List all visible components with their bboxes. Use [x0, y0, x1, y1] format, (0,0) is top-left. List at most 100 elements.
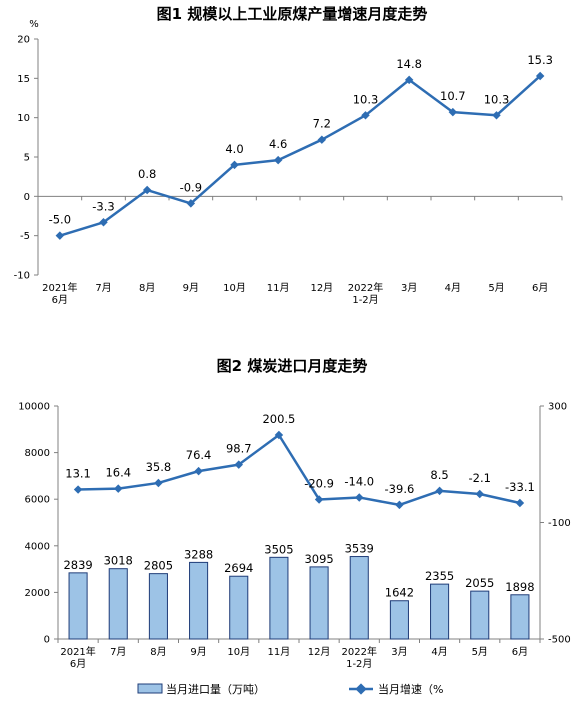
chart-1-x-tick-8: 3月 [401, 282, 417, 294]
chart-2-x-tick-9: 4月 [431, 646, 447, 658]
chart-2-bar-label-5: 3505 [264, 542, 293, 556]
chart-2-y-tick-4: 8000 [25, 448, 50, 459]
chart-2-line-label-9: 8.5 [430, 468, 448, 482]
chart-2-x-tick-11: 6月 [512, 646, 528, 658]
chart-2-x-ticks: 2021年 6月 7月 8月 9月 10月 11月 12月 2022年 1-2月 3月 4月 5月 6月 [60, 645, 528, 670]
chart-2-bar-label-8: 1642 [385, 586, 414, 600]
chart-1-point-0 [55, 231, 65, 240]
chart-1-axes [34, 38, 563, 276]
chart-1-data-label-5: 4.6 [269, 137, 287, 151]
chart-2-bar-label-0: 2839 [63, 558, 92, 572]
chart-1-x-ticks: 2021年 6月 7月 8月 9月 10月 11月 12月 2022年 1-2月 3月 4月 5月 6月 [42, 281, 548, 306]
chart-2-bar-9 [430, 583, 450, 640]
chart-1-x-tick-6: 12月 [310, 282, 333, 294]
legend-bar-label: 当月进口量（万吨） [166, 682, 265, 696]
chart-1-data-label-7: 10.3 [353, 92, 379, 106]
chart-1-point-8 [404, 75, 414, 85]
chart-1-x-tick-2: 8月 [139, 282, 155, 294]
chart-2-line-label-8: -39.6 [385, 482, 415, 496]
chart-1-x-tick-0: 2021年 6月 [42, 281, 77, 306]
chart-2-bar-label-11: 1898 [505, 580, 534, 594]
chart-1-y-tick-3: 5 [24, 153, 30, 164]
chart-1-x-tick-11: 6月 [532, 282, 548, 294]
chart-2-bar-11 [510, 594, 530, 640]
chart-2-line-label-0: 13.1 [65, 467, 91, 481]
chart-2-bar-label-2: 2805 [144, 559, 173, 573]
chart-1-point-6 [317, 135, 327, 144]
chart-2-x-tick-2: 8月 [150, 646, 166, 658]
chart-2-line-label-4: 98.7 [226, 442, 252, 456]
chart-1-series [55, 71, 545, 240]
chart-2-bar-8 [389, 600, 409, 640]
chart-1-y-tick-6: 20 [17, 35, 30, 46]
chart-2-line-label-11: -33.1 [505, 480, 535, 494]
chart-1-production-growth: 图1 规模以上工业原煤产量增速月度走势 % 2021年 6月 7月 8月 9月 10月 11… [14, 5, 563, 306]
chart-1-y-tick-4: 10 [17, 113, 30, 124]
chart-1-data-label-4: 4.0 [225, 142, 243, 156]
chart-1-x-tick-10: 5月 [488, 282, 504, 294]
chart-2-bar-label-1: 3018 [104, 554, 133, 568]
chart-1-x-tick-5: 11月 [267, 282, 290, 294]
chart-2-y-tick-3: 6000 [25, 495, 50, 506]
chart-2-y-tick-0: 0 [44, 635, 50, 646]
chart-1-data-label-3: -0.9 [180, 180, 202, 194]
chart-2-y-ticks: 0 2000 4000 6000 8000 10000 [18, 402, 50, 646]
chart-1-point-7 [361, 111, 370, 120]
chart-2-x-tick-6: 12月 [308, 646, 331, 658]
chart-2-point-1 [114, 484, 123, 493]
chart-1-data-label-8: 14.8 [396, 57, 422, 71]
chart-1-point-10 [492, 111, 501, 120]
chart-2-x-tick-3: 9月 [190, 646, 206, 658]
chart-2-point-11 [515, 498, 525, 508]
chart-2-line-label-2: 35.8 [146, 460, 172, 474]
chart-1-data-labels: -5.0 -3.3 0.8 -0.9 4.0 4.6 7.2 10.3 14.8 10.7 10.3… [49, 53, 553, 227]
chart-1-x-tick-7: 2022年 1-2月 [348, 281, 383, 306]
chart-1-point-9 [448, 107, 458, 117]
chart-1-title: 图1 规模以上工业原煤产量增速月度走势 [157, 5, 428, 23]
chart-1-data-label-0: -5.0 [49, 213, 71, 227]
chart-2-bar-3 [189, 561, 209, 640]
chart-1-x-tick-3: 9月 [183, 282, 199, 294]
chart-2-growth-line [73, 430, 525, 510]
chart-2-line-label-1: 16.4 [105, 466, 131, 480]
chart-2-x-tick-8: 3月 [391, 646, 407, 658]
chart-1-y-tick-1: -5 [20, 231, 30, 242]
chart-1-x-tick-9: 4月 [445, 282, 461, 294]
chart-2-point-9 [435, 486, 444, 496]
chart-2-point-6 [314, 495, 324, 504]
chart-2-bar-label-9: 2355 [425, 569, 454, 583]
chart-1-data-label-2: 0.8 [138, 167, 156, 181]
chart-2-point-5 [274, 430, 284, 440]
chart-2-bar-label-10: 2055 [465, 576, 494, 590]
chart-2-bar-7 [349, 556, 369, 640]
chart-2-x-tick-7: 2022年 1-2月 [342, 645, 377, 670]
chart-2-bar-5 [269, 556, 289, 640]
chart-2-bar-labels: 2839 3018 2805 3288 2694 3505 3095 3539 1642 2355… [63, 542, 534, 600]
chart-1-y-tick-2: 0 [24, 192, 30, 203]
chart-2-bar-2 [148, 573, 168, 640]
chart-2-bar-4 [229, 575, 249, 640]
chart-2-point-10 [475, 489, 484, 499]
chart-2-y2-tick-1: -100 [548, 518, 571, 529]
chart-1-point-1 [99, 218, 108, 227]
chart-2-bar-label-3: 3288 [184, 547, 213, 561]
chart-2-x-tick-0: 2021年 6月 [60, 645, 95, 670]
chart-2-bar-0 [68, 572, 88, 640]
chart-2-line [78, 433, 521, 507]
chart-2-line-label-10: -2.1 [469, 471, 491, 485]
chart-1-data-label-1: -3.3 [92, 199, 114, 213]
chart-2-bar-label-7: 3539 [345, 542, 374, 556]
chart-1-x-tick-4: 10月 [223, 282, 246, 294]
chart-1-point-2 [142, 185, 152, 195]
chart-1-point-5 [273, 155, 283, 165]
chart-1-x-tick-1: 7月 [95, 282, 111, 294]
chart-2-line-label-3: 76.4 [186, 448, 212, 462]
chart-2-point-4 [234, 460, 243, 469]
chart-2-point-2 [154, 478, 163, 488]
chart-2-line-label-6: -20.9 [304, 476, 334, 490]
chart-1-y-tick-0: -10 [14, 271, 30, 282]
chart-2-y-tick-1: 2000 [25, 588, 50, 599]
chart-1-y-tick-5: 15 [17, 74, 30, 85]
chart-2-x-tick-4: 10月 [227, 646, 250, 658]
